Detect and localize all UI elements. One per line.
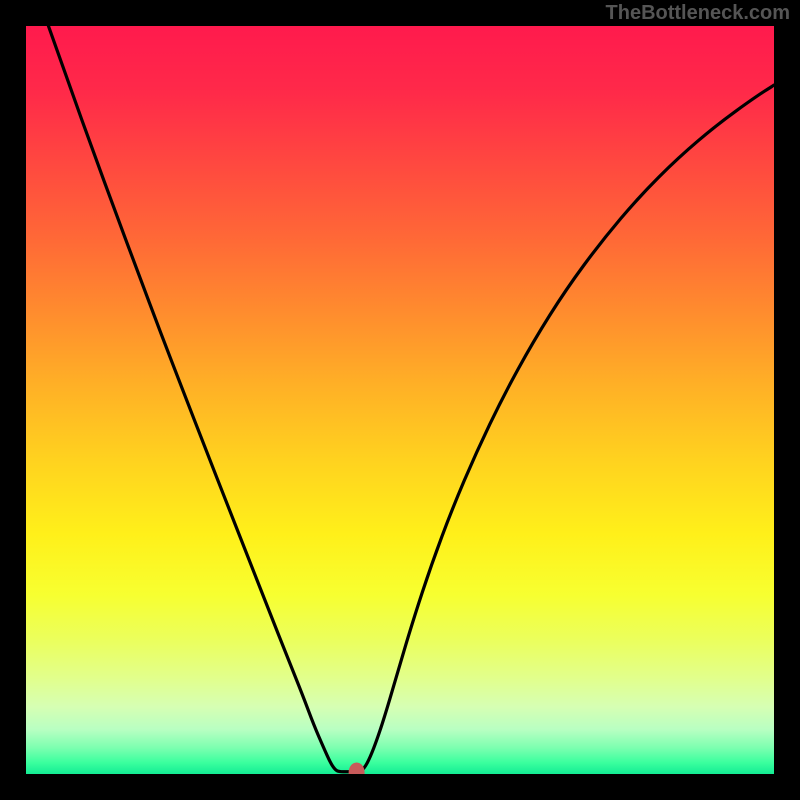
minimum-marker <box>349 763 365 775</box>
bottleneck-curve <box>48 26 774 772</box>
outer-frame <box>0 0 800 800</box>
curve-layer <box>26 26 774 774</box>
plot-area <box>26 26 774 774</box>
watermark-text: TheBottleneck.com <box>606 2 790 25</box>
